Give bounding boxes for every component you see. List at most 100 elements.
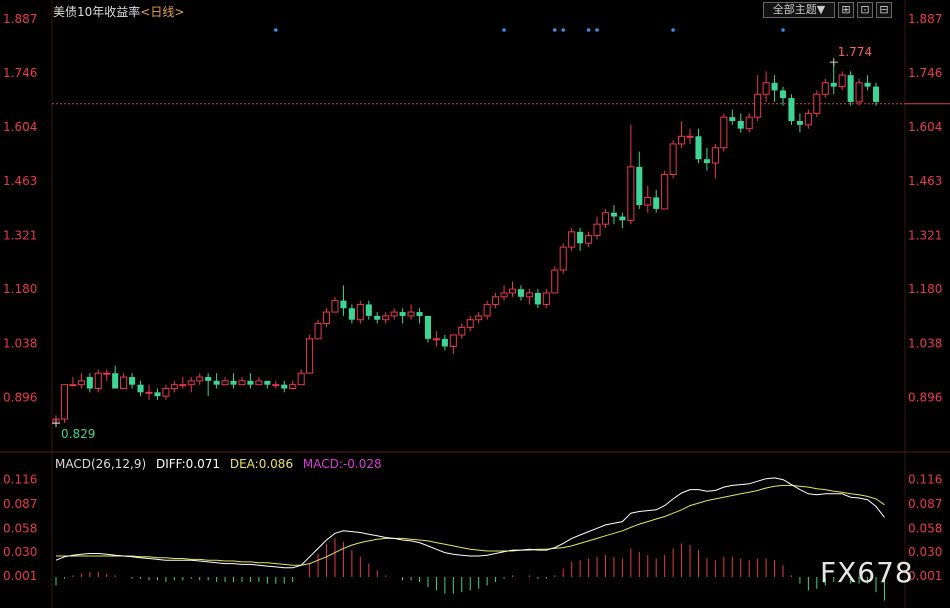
candle-body <box>281 384 288 389</box>
candle-body <box>821 82 829 95</box>
high-annotation-label: 1.774 <box>838 45 872 59</box>
candle-body <box>94 372 102 390</box>
candle-body <box>365 304 372 316</box>
candle-body <box>170 384 178 389</box>
candle-body <box>534 292 541 305</box>
candle-body <box>374 315 381 320</box>
candle-body <box>69 384 77 387</box>
candle-body <box>449 334 457 347</box>
layout-single-icon[interactable]: ⊡ <box>857 2 873 18</box>
candle-body <box>669 143 677 176</box>
low-annotation-label: 0.829 <box>61 427 95 441</box>
macd-tick-label-left: 0.001 <box>3 569 37 583</box>
candle-body <box>711 147 719 164</box>
high-annotation-cross <box>829 58 838 67</box>
price-tick-label-left: 1.887 <box>3 12 37 26</box>
candle-body <box>205 377 212 381</box>
macd-tick-label-right: 0.087 <box>908 497 942 511</box>
theme-dropdown[interactable]: 全部主题▼ <box>763 2 835 18</box>
candle-body <box>137 384 144 393</box>
diff-line <box>55 477 885 569</box>
macd-tick-label-right: 0.116 <box>908 473 942 487</box>
macd-tick-label-right: 0.058 <box>908 521 942 535</box>
candle-body <box>255 380 263 386</box>
candle-body <box>864 82 871 87</box>
watermark-logo: FX678 <box>820 556 914 589</box>
layout-grid-icon[interactable]: ⊞ <box>838 2 854 18</box>
macd-tick-label-right: 0.030 <box>908 545 942 559</box>
candle-body <box>593 223 601 237</box>
candle-body <box>762 82 770 95</box>
candle-body <box>340 300 347 309</box>
candle-body <box>424 315 432 339</box>
candle-body <box>60 384 68 420</box>
candle-body <box>500 292 508 298</box>
low-annotation-cross <box>52 419 60 428</box>
candle-body <box>86 377 93 389</box>
layout-split-icon[interactable]: ⊟ <box>876 2 892 18</box>
macd-tick-label-left: 0.087 <box>3 497 37 511</box>
candle-body <box>213 380 220 385</box>
price-tick-label-left: 1.038 <box>3 336 37 350</box>
chart-title: 美债10年收益率 <box>53 5 141 19</box>
candle-body <box>508 288 517 294</box>
candle-body <box>678 135 686 145</box>
price-tick-label-right: 1.887 <box>908 12 942 26</box>
price-tick-label-right: 0.896 <box>908 391 942 405</box>
candle-body <box>779 90 787 99</box>
price-tick-label-left: 1.321 <box>3 228 37 242</box>
candle-body <box>77 380 85 386</box>
price-tick-label-left: 1.604 <box>3 120 37 134</box>
candle-body <box>796 121 803 125</box>
candle-body <box>272 384 280 387</box>
candle-body <box>492 296 500 305</box>
candle-body <box>390 311 398 317</box>
event-marker-dot <box>781 28 785 32</box>
candle-body <box>289 384 297 389</box>
toolbar: 全部主题▼ ⊞ ⊡ ⊟ <box>763 2 892 18</box>
candle-body <box>838 74 846 88</box>
candle-body <box>475 315 483 321</box>
candle-body <box>653 197 660 209</box>
candle-body <box>720 116 728 149</box>
candle-body <box>830 82 837 87</box>
candle-body <box>551 269 559 294</box>
candle-body <box>314 323 322 340</box>
price-tick-label-left: 1.746 <box>3 66 37 80</box>
candle-body <box>729 117 736 121</box>
price-tick-label-right: 1.321 <box>908 228 942 242</box>
candle-body <box>416 312 423 316</box>
macd-tick-label-left: 0.030 <box>3 545 37 559</box>
price-tick-label-right: 1.746 <box>908 66 942 80</box>
candle-body <box>559 246 567 271</box>
candle-body <box>703 159 710 164</box>
candle-body <box>855 82 863 103</box>
dea-line <box>56 484 885 566</box>
candle-body <box>112 373 119 389</box>
candle-body <box>382 315 390 321</box>
candle-body <box>264 380 271 385</box>
candle-body <box>542 292 550 305</box>
candle-body <box>737 121 744 129</box>
candle-body <box>407 311 415 317</box>
event-marker-dot <box>595 28 599 32</box>
candle-body <box>745 116 753 130</box>
candle-body <box>619 216 626 221</box>
price-tick-label-left: 0.896 <box>3 391 37 405</box>
candle-body <box>247 380 254 385</box>
candle-body <box>517 289 524 297</box>
candle-body <box>458 326 466 336</box>
candle-body <box>196 376 204 382</box>
candle-body <box>399 312 406 316</box>
event-marker-dot <box>552 28 557 32</box>
candle-body <box>120 376 128 389</box>
candle-body <box>627 166 635 221</box>
macd-dea-value: DEA:0.086 <box>229 457 294 471</box>
candle-body <box>466 319 474 328</box>
candle-body <box>103 372 111 375</box>
period-selector[interactable]: <日线> <box>140 5 185 19</box>
candle-body <box>348 308 355 320</box>
candle-body <box>356 303 364 321</box>
price-tick-label-right: 1.463 <box>908 174 942 188</box>
